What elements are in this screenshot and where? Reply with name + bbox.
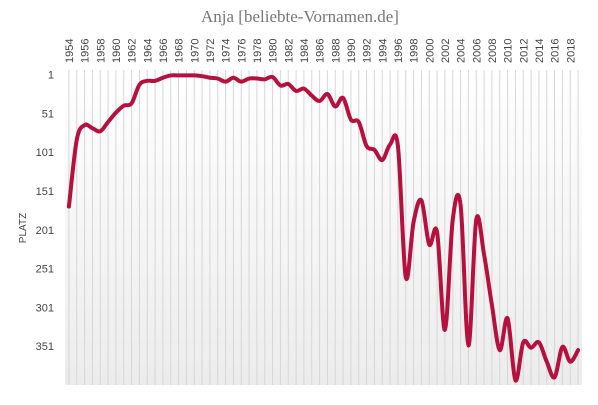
x-tick-label: 1968 xyxy=(174,39,186,63)
x-tick-label: 1982 xyxy=(283,39,295,63)
data-line xyxy=(66,73,581,383)
y-tick-label: 351 xyxy=(36,341,54,353)
x-tick-label: 1986 xyxy=(315,39,327,63)
x-tick-label: 1960 xyxy=(111,39,123,63)
x-tick-label: 2014 xyxy=(534,39,546,63)
x-tick-label: 1990 xyxy=(346,39,358,63)
x-tick-label: 2004 xyxy=(456,39,468,63)
y-tick-label: 251 xyxy=(36,264,54,276)
chart-title: Anja [beliebte-Vornamen.de] xyxy=(201,7,399,26)
x-tick-label: 1992 xyxy=(362,39,374,63)
x-tick-label: 1988 xyxy=(330,39,342,63)
x-tick-label: 1966 xyxy=(158,39,170,63)
x-tick-label: 1994 xyxy=(377,39,389,63)
x-tick-label: 1980 xyxy=(268,39,280,63)
x-tick-label: 2016 xyxy=(550,39,562,63)
x-tick-label: 1970 xyxy=(189,39,201,63)
x-tick-label: 2010 xyxy=(503,39,515,63)
y-axis-label: PLATZ xyxy=(18,213,29,243)
x-tick-label: 1962 xyxy=(127,39,139,63)
x-tick-label: 1972 xyxy=(205,39,217,63)
y-tick-label: 201 xyxy=(36,225,54,237)
x-tick-label: 1956 xyxy=(80,39,92,63)
x-tick-label: 1958 xyxy=(95,39,107,63)
x-tick-label: 1954 xyxy=(64,39,76,63)
x-tick-label: 1964 xyxy=(142,39,154,63)
x-tick-label: 2006 xyxy=(471,39,483,63)
x-tick-label: 1998 xyxy=(409,39,421,63)
x-tick-label: 1984 xyxy=(299,39,311,63)
y-tick-label: 51 xyxy=(42,108,54,120)
x-tick-label: 2012 xyxy=(518,39,530,63)
x-tick-label: 1996 xyxy=(393,39,405,63)
y-tick-label: 151 xyxy=(36,186,54,198)
x-tick-label: 2018 xyxy=(565,39,577,63)
x-tick-label: 2000 xyxy=(424,39,436,63)
x-tick-label: 1974 xyxy=(221,39,233,63)
y-tick-label: 301 xyxy=(36,302,54,314)
y-tick-label: 1 xyxy=(48,70,54,82)
x-tick-label: 2008 xyxy=(487,39,499,63)
x-tick-label: 2002 xyxy=(440,39,452,63)
y-tick-label: 101 xyxy=(36,147,54,159)
x-tick-label: 1978 xyxy=(252,39,264,63)
x-tick-label: 1976 xyxy=(236,39,248,63)
